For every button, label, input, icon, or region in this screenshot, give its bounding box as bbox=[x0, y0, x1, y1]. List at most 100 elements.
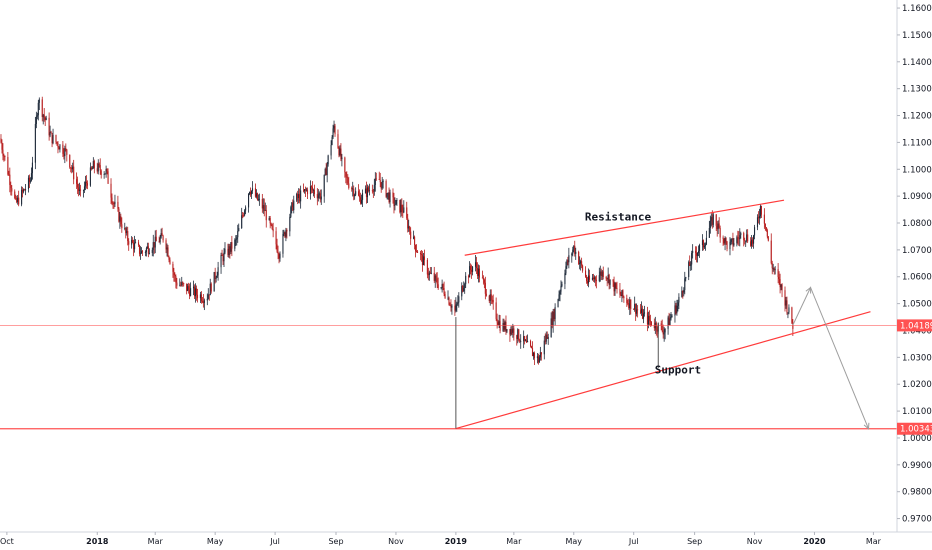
candle-body bbox=[207, 294, 209, 299]
time-axis[interactable]: Oct 2018 Mar May Jul Sep Nov 2019 Mar May Jul Sep No… bbox=[0, 532, 882, 546]
candle-body bbox=[430, 272, 432, 274]
candle-body bbox=[134, 242, 136, 250]
price-tick-label: 1.01000 bbox=[902, 407, 932, 417]
resistance-trendline[interactable] bbox=[464, 199, 785, 256]
candle-body bbox=[201, 300, 203, 302]
projection-arrowhead-down bbox=[863, 422, 870, 430]
candle-body bbox=[429, 272, 431, 274]
candle-body bbox=[573, 245, 575, 250]
candle-body bbox=[188, 286, 190, 290]
candle-body bbox=[132, 240, 134, 243]
candle-body bbox=[138, 244, 141, 254]
candle-body bbox=[291, 202, 293, 208]
candle-body bbox=[103, 174, 105, 175]
candle-body bbox=[472, 266, 474, 272]
candle-body bbox=[492, 300, 494, 303]
candle-body bbox=[90, 167, 92, 169]
candle-body bbox=[387, 192, 389, 194]
candle-body bbox=[37, 102, 39, 116]
candle-body bbox=[448, 297, 450, 305]
trendlines[interactable] bbox=[455, 199, 871, 430]
candle-body bbox=[228, 246, 230, 255]
candle-body bbox=[141, 251, 144, 253]
candle-body bbox=[161, 233, 163, 236]
candle-body bbox=[550, 318, 552, 338]
candle-body bbox=[402, 210, 404, 213]
candle-body bbox=[317, 195, 319, 199]
candle-body bbox=[244, 210, 246, 216]
candle-body bbox=[351, 187, 353, 190]
candle-body bbox=[339, 148, 341, 156]
candle-body bbox=[586, 281, 589, 284]
candle-body bbox=[48, 117, 50, 136]
candle-body bbox=[324, 168, 326, 175]
candle-body bbox=[388, 192, 390, 203]
candle-body bbox=[298, 194, 300, 199]
candle-body bbox=[14, 191, 16, 199]
candle-body bbox=[36, 115, 38, 117]
candle-body bbox=[722, 237, 724, 239]
candle-body bbox=[148, 252, 150, 254]
candle-body bbox=[34, 123, 36, 163]
candle-body bbox=[585, 270, 587, 277]
projection-path[interactable] bbox=[792, 286, 870, 430]
candle-body bbox=[59, 144, 61, 150]
candle-body bbox=[413, 236, 415, 239]
candle-body bbox=[121, 224, 123, 229]
candle-body bbox=[426, 259, 428, 275]
candle-body bbox=[364, 188, 367, 194]
candle-body bbox=[697, 250, 700, 253]
candle-body bbox=[3, 155, 5, 157]
support-trendline[interactable] bbox=[455, 311, 871, 430]
candle-body bbox=[354, 194, 356, 197]
price-tick-label: 1.07000 bbox=[902, 246, 932, 256]
candle-body bbox=[476, 268, 479, 276]
candle-body bbox=[421, 254, 424, 266]
candle-body bbox=[145, 248, 147, 253]
candle-body bbox=[774, 269, 776, 271]
candle-body bbox=[599, 271, 601, 276]
candle-body bbox=[540, 352, 542, 355]
candle-body bbox=[595, 279, 597, 282]
projection-line[interactable] bbox=[792, 286, 869, 430]
candle-body bbox=[690, 264, 692, 266]
candle-body bbox=[628, 303, 630, 309]
candle-body bbox=[739, 235, 741, 240]
candle-body bbox=[770, 240, 772, 264]
candle-body bbox=[664, 328, 666, 333]
candle-body bbox=[474, 262, 477, 267]
candle-body bbox=[442, 284, 444, 289]
candle-body bbox=[241, 215, 243, 229]
candle-body bbox=[668, 317, 670, 326]
candle-body bbox=[518, 329, 520, 341]
candle-body bbox=[712, 214, 714, 225]
candle-body bbox=[57, 143, 59, 148]
candle-body bbox=[230, 242, 232, 252]
candle-body bbox=[271, 224, 273, 229]
candle-body bbox=[63, 153, 65, 157]
candle-body bbox=[382, 181, 384, 182]
candle-body bbox=[242, 215, 244, 217]
candle-body bbox=[434, 275, 436, 281]
candle-body bbox=[684, 278, 686, 290]
candle-body bbox=[587, 275, 590, 284]
horizontal-levels[interactable] bbox=[0, 325, 897, 430]
candle-body bbox=[222, 255, 224, 262]
time-tick-label: Mar bbox=[148, 537, 164, 546]
price-axis[interactable]: 1.16000 1.15000 1.14000 1.13000 1.12000 1.110… bbox=[897, 4, 932, 525]
candle-body bbox=[554, 307, 556, 320]
candle-body bbox=[539, 352, 541, 358]
candle-body bbox=[120, 216, 122, 225]
price-tag-label: 1.04189 bbox=[900, 321, 932, 331]
candle-body bbox=[449, 304, 451, 306]
candle-body bbox=[753, 235, 755, 244]
price-tag-label: 1.00343 bbox=[900, 425, 932, 435]
candle-body bbox=[361, 199, 363, 204]
candle-body bbox=[777, 269, 779, 278]
candle-body bbox=[406, 207, 408, 219]
price-tick-label: 1.08000 bbox=[902, 219, 932, 229]
candle-body bbox=[289, 216, 291, 232]
candle-body bbox=[360, 197, 362, 204]
candle-body bbox=[194, 288, 197, 297]
